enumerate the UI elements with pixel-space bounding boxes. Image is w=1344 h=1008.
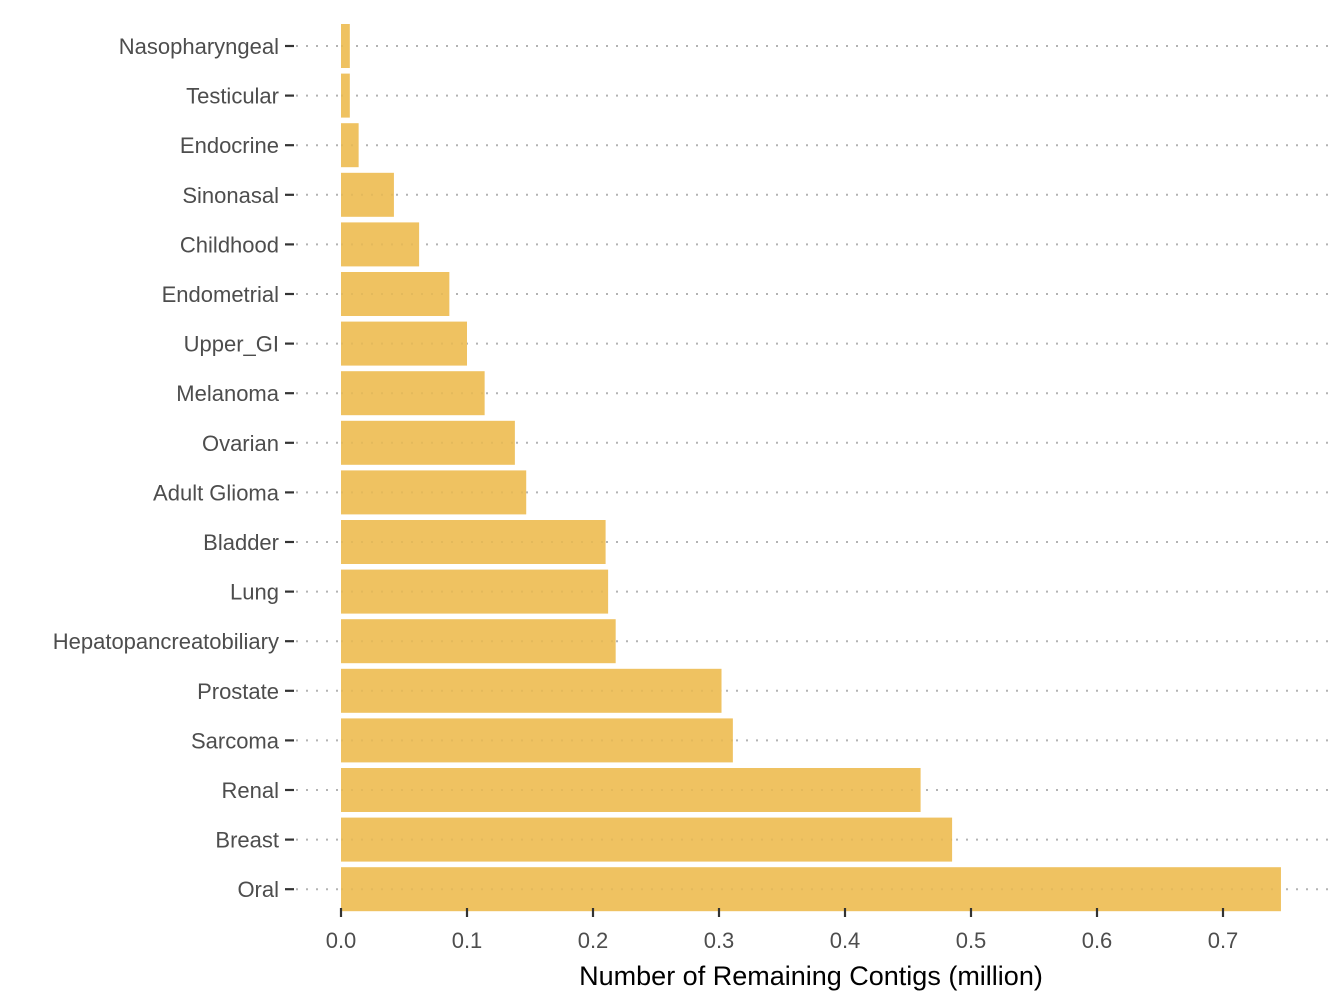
y-tick-label: Prostate — [197, 679, 279, 704]
y-tick-label: Endocrine — [180, 133, 279, 158]
bar — [341, 321, 467, 366]
x-tick-label: 0.1 — [452, 928, 483, 953]
y-tick-label: Oral — [237, 877, 279, 902]
y-tick-label: Hepatopancreatobiliary — [53, 629, 279, 654]
y-axis: Nasopharyngeal Testicular Endocrine Sinonas… — [53, 34, 294, 902]
grid-lines — [296, 45, 1328, 891]
bar — [341, 222, 420, 267]
y-tick-label: Testicular — [186, 84, 279, 109]
y-tick-label: Melanoma — [176, 381, 279, 406]
bar — [341, 520, 606, 564]
y-tick-label: Ovarian — [202, 431, 279, 456]
bar — [341, 470, 527, 515]
x-axis-title: Number of Remaining Contigs (million) — [579, 961, 1043, 991]
y-tick-label: Childhood — [180, 232, 279, 257]
bar — [341, 24, 350, 68]
bar — [341, 123, 359, 168]
y-tick-label: Breast — [215, 828, 279, 853]
x-tick-label: 0.5 — [956, 928, 987, 953]
y-tick-label: Endometrial — [162, 282, 279, 307]
bar — [341, 420, 515, 465]
x-tick-label: 0.7 — [1208, 928, 1239, 953]
x-tick-label: 0.0 — [326, 928, 357, 953]
bar — [341, 718, 733, 763]
y-tick-label: Nasopharyngeal — [119, 34, 279, 59]
x-axis: 0.0 0.1 0.2 0.3 0.4 0.5 0.6 0.7 — [326, 908, 1239, 953]
bar — [341, 272, 450, 316]
bar — [341, 768, 921, 812]
x-tick-label: 0.4 — [830, 928, 861, 953]
y-tick-label: Lung — [230, 580, 279, 605]
bar — [341, 73, 350, 118]
y-tick-label: Sarcoma — [191, 728, 280, 753]
x-tick-label: 0.6 — [1082, 928, 1113, 953]
bar — [341, 172, 394, 217]
x-tick-label: 0.2 — [578, 928, 609, 953]
y-tick-label: Upper_GI — [184, 332, 279, 357]
y-tick-label: Renal — [222, 778, 279, 803]
bar — [341, 619, 616, 664]
y-tick-label: Bladder — [203, 530, 279, 555]
bar — [341, 569, 609, 614]
bars — [341, 24, 1281, 912]
y-tick-label: Adult Glioma — [153, 480, 280, 505]
y-tick-label: Sinonasal — [182, 183, 279, 208]
x-tick-label: 0.3 — [704, 928, 735, 953]
bar — [341, 867, 1281, 912]
